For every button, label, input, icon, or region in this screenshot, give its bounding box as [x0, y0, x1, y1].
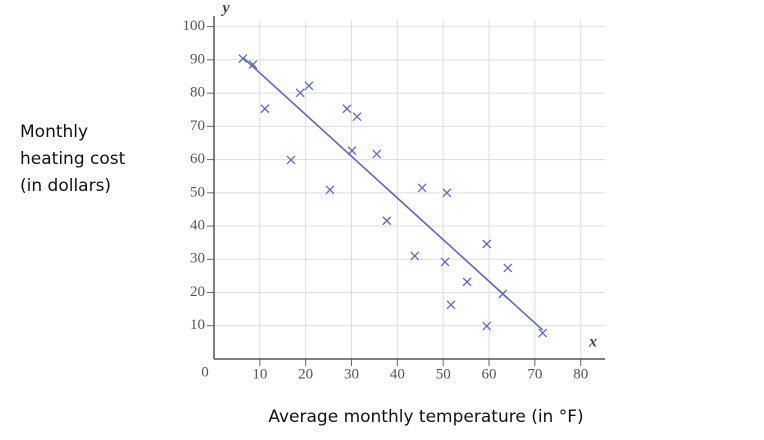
point: [440, 257, 450, 267]
point: [352, 112, 362, 122]
y-axis-label-line: (in dollars): [20, 176, 111, 196]
point: [295, 88, 305, 98]
x-tick-label: 10: [252, 366, 267, 382]
point: [342, 104, 352, 114]
y-tick-label: 90: [190, 51, 205, 67]
point: [372, 149, 382, 159]
point: [325, 185, 335, 195]
origin-label: 0: [201, 364, 209, 380]
x-tick-label: 40: [390, 366, 405, 382]
x-axis-name: x: [588, 334, 597, 351]
x-tick-label: 70: [527, 366, 542, 382]
point: [503, 263, 513, 273]
point: [347, 146, 357, 156]
x-tick-label: 20: [298, 366, 313, 382]
point: [286, 155, 296, 165]
x-tick-label: 80: [573, 366, 588, 382]
x-tick-label: 60: [482, 366, 497, 382]
point: [260, 104, 270, 114]
point: [498, 289, 508, 299]
point: [382, 216, 392, 226]
point: [462, 277, 472, 287]
point: [304, 81, 314, 91]
y-tick-label: 60: [190, 151, 205, 167]
y-tick-label: 70: [190, 118, 205, 134]
point: [248, 60, 258, 69]
x-tick-label: 30: [344, 366, 359, 382]
y-axis-label-line: Monthly: [20, 122, 88, 142]
y-tick-label: 10: [190, 317, 205, 333]
point: [482, 239, 492, 249]
x-axis-label: Average monthly temperature (in °F): [268, 407, 583, 427]
x-tick-label: 50: [436, 366, 451, 382]
y-tick-label: 30: [190, 251, 205, 267]
y-tick-label: 80: [190, 85, 205, 101]
y-tick-label: 50: [190, 184, 205, 200]
trend-line: [242, 56, 544, 331]
y-tick-label: 100: [183, 18, 206, 34]
y-tick-label: 40: [190, 217, 205, 233]
y-axis-label-line: heating cost: [20, 149, 126, 169]
point: [417, 183, 427, 193]
point: [410, 251, 420, 261]
point: [538, 328, 548, 338]
y-tick-label: 20: [190, 284, 205, 300]
point: [446, 300, 456, 310]
point: [238, 54, 248, 64]
point: [442, 188, 452, 198]
point: [482, 321, 492, 331]
y-axis-name: y: [220, 0, 230, 17]
